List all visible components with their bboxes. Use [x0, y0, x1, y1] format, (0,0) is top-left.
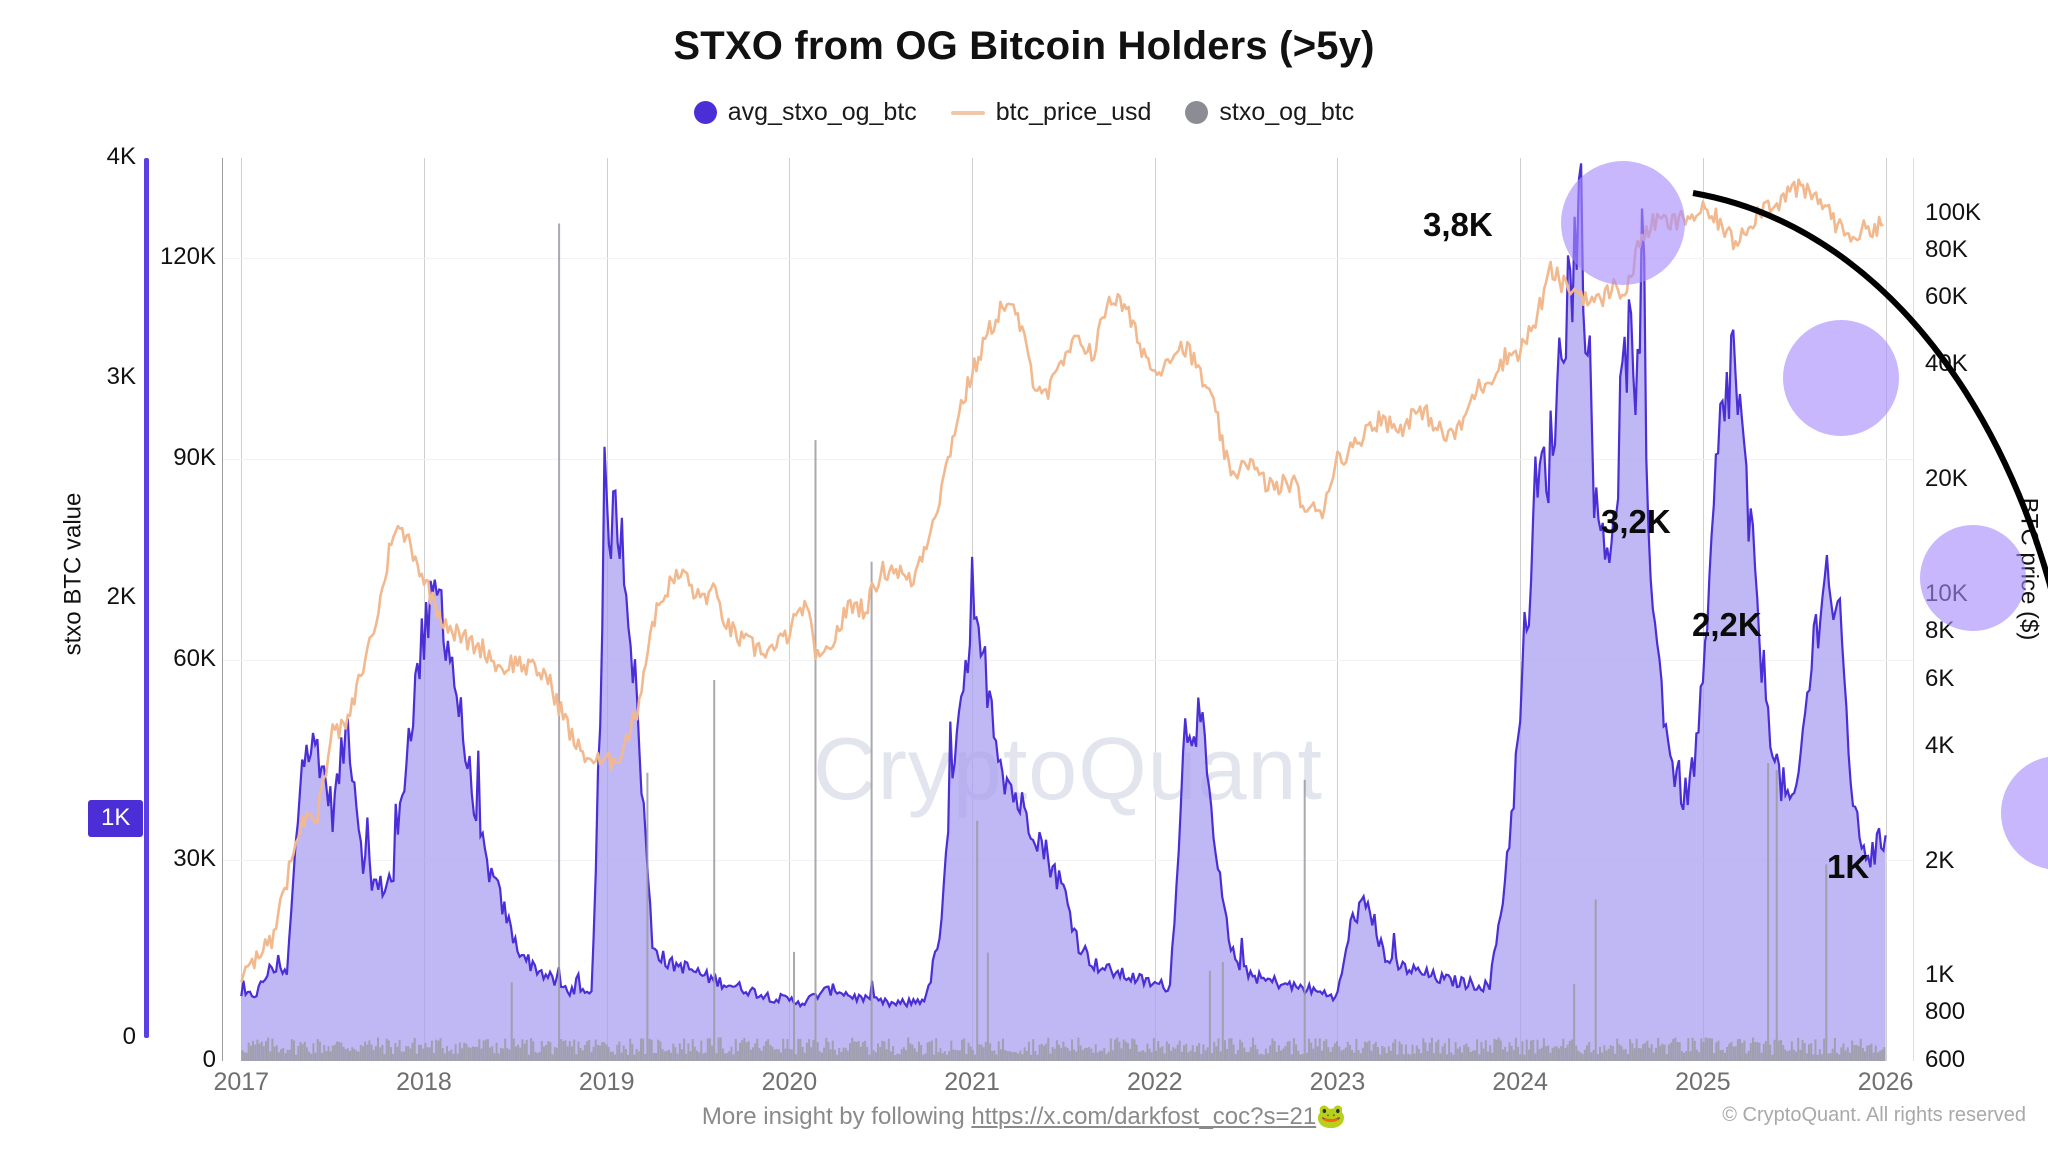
y-axis-right-tick: 800 — [1925, 998, 1966, 1026]
annotation-label: 3,8K — [1423, 206, 1493, 243]
x-axis-tick: 2024 — [1492, 1068, 1548, 1096]
gridline-vertical — [1154, 158, 1156, 1061]
series-line-btc-price-usd — [240, 178, 1884, 983]
y-axis-right-tick: 8K — [1925, 617, 1955, 645]
x-axis-tick: 2026 — [1857, 1068, 1914, 1096]
gridline-horizontal — [223, 258, 1913, 260]
x-axis-ticks: 2017 2018 2019 2020 2021 2022 2023 2024 2025 2026 — [0, 1068, 2048, 1108]
gridline-vertical — [1702, 158, 1704, 1061]
x-axis-tick: 2025 — [1675, 1068, 1731, 1096]
y-axis-left-inner-tick: 90K — [173, 444, 216, 471]
page-title: STXO from OG Bitcoin Holders (>5y) — [673, 24, 1375, 68]
legend-label: btc_price_usd — [995, 98, 1152, 126]
plot-area[interactable]: CryptoQuant 3,8K 3,2K 2,2K 1K — [223, 158, 2048, 1061]
y-axis-left-inner-tick: 60K — [173, 644, 216, 672]
legend-item-btc-price-usd[interactable]: btc_price_usd — [950, 98, 1152, 127]
gridline-vertical — [1885, 158, 1887, 1061]
frog-emoji: 🐸 — [1316, 1103, 1347, 1130]
x-axis-tick: 2021 — [944, 1068, 1000, 1096]
y-axis-left-tick-highlighted: 1K — [88, 800, 144, 837]
y-axis-left-tick: 2K — [106, 583, 136, 610]
x-axis-tick: 2018 — [396, 1068, 452, 1096]
footer-prefix: More insight by following — [701, 1103, 972, 1130]
annotation-label: 2,2K — [1692, 606, 1762, 643]
x-axis-tick: 2020 — [761, 1068, 818, 1096]
annotation-label: 3,2K — [1601, 503, 1671, 540]
plot-inner: CryptoQuant — [223, 158, 1913, 1061]
halo-2-2k — [1920, 525, 2026, 631]
y-axis-left-outer-line — [144, 158, 149, 1038]
legend-item-avg-stxo-og-btc[interactable]: avg_stxo_og_btc — [693, 98, 917, 127]
y-axis-left-tick: 0 — [122, 1023, 136, 1050]
y-axis-left-tick: 4K — [106, 143, 136, 170]
legend-line-icon — [950, 110, 985, 115]
gridline-vertical — [241, 158, 243, 1061]
y-axis-right-tick: 60K — [1925, 283, 1968, 311]
gridline-horizontal — [223, 659, 1913, 661]
chart-legend: avg_stxo_og_btc btc_price_usd stxo_og_bt… — [0, 98, 2048, 127]
y-axis-right-label: BTC price ($) — [2015, 497, 2043, 641]
series-bars-stxo-og-btc — [241, 223, 1886, 1061]
halo-1k — [2001, 756, 2048, 870]
legend-dot-icon — [1185, 101, 1209, 124]
gridline-horizontal — [223, 860, 1913, 862]
gridline-vertical — [789, 158, 791, 1061]
gridline-vertical — [1337, 158, 1339, 1061]
y-axis-left-inner-tick: 120K — [159, 243, 216, 271]
x-axis-tick: 2019 — [578, 1068, 635, 1096]
chart-canvas — [240, 163, 1887, 1061]
legend-dot-icon — [693, 101, 717, 124]
y-axis-right-tick: 6K — [1925, 664, 1955, 692]
y-axis-left-inner-tick: 30K — [173, 845, 216, 873]
y-axis-right-tick: 80K — [1925, 235, 1968, 263]
gridline-horizontal — [223, 459, 1913, 460]
y-axis-left-tick: 3K — [106, 363, 136, 390]
footer-link[interactable]: https://x.com/darkfost_coc?s=21 — [971, 1103, 1317, 1130]
y-axis-right-tick: 600 — [1925, 1046, 1966, 1073]
y-axis-left-label: stxo BTC value — [59, 492, 87, 656]
x-axis-tick: 2017 — [213, 1068, 270, 1096]
y-axis-right-tick: 10K — [1925, 580, 1968, 608]
series-line-avg-stxo-og-btc — [240, 163, 1887, 1009]
y-axis-right-tick: 40K — [1925, 350, 1968, 378]
gridline-vertical — [1520, 158, 1522, 1061]
footer-note: More insight by following https://x.com/… — [0, 1102, 2048, 1131]
y-axis-right-tick: 100K — [1925, 198, 1982, 226]
y-axis-right-tick: 20K — [1925, 465, 1968, 493]
y-axis-right-tick: 2K — [1925, 846, 1955, 874]
legend-label: stxo_og_btc — [1219, 98, 1355, 126]
y-axis-right-tick: 4K — [1925, 731, 1955, 759]
legend-item-stxo-og-btc[interactable]: stxo_og_btc — [1185, 98, 1354, 127]
x-axis-tick: 2022 — [1126, 1068, 1183, 1096]
x-axis-tick: 2023 — [1309, 1068, 1366, 1096]
annotation-label: 1K — [1827, 848, 1870, 885]
y-axis-left-inner-tick: 0 — [202, 1046, 216, 1073]
copyright-text: © CryptoQuant. All rights reserved — [1722, 1104, 2026, 1126]
legend-label: avg_stxo_og_btc — [727, 98, 917, 126]
y-axis-right-tick: 1K — [1925, 961, 1955, 989]
series-area-avg-stxo-og-btc — [241, 163, 1886, 1061]
gridline-vertical — [423, 158, 425, 1061]
